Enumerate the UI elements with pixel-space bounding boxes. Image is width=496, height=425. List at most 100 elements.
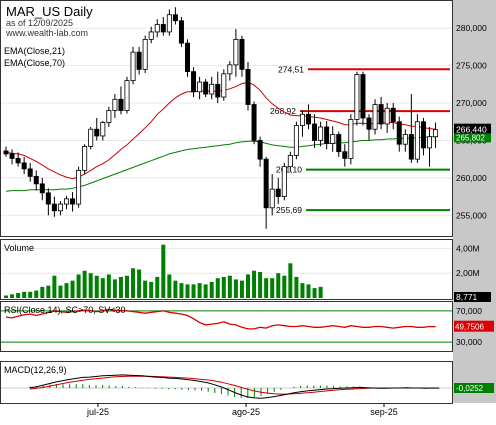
candle-body [360,74,366,119]
date-tick-label: jul-25 [86,407,109,417]
volume-bar [58,285,63,298]
candle-body [414,121,420,160]
macd-panel: -0,0252 [1,374,494,399]
candle-body [396,121,402,145]
rsi-last-badge [454,320,494,332]
volume-bar [118,276,123,298]
volume-bar [106,274,111,298]
ema-price-label: 265,802 [456,133,485,142]
volume-bar [4,295,8,298]
volume-bar [16,293,21,298]
rsi-tick-label: 30,000 [456,337,482,347]
candle-body [82,146,88,171]
candle-body [148,31,154,40]
volume-bar [318,286,323,298]
candle-body [64,198,70,205]
volume-bar [191,284,196,298]
candle-body [9,153,15,159]
volume-bar [100,278,105,298]
candle-body [94,128,100,137]
candle-body [33,175,39,185]
resistance-level-label: 274,51 [278,64,304,74]
volume-bar [312,288,317,298]
candle-body [245,68,251,105]
volume-bar [215,278,220,298]
candle-body [281,166,287,197]
candle-body [118,98,124,111]
rsi-panel: 70,000 30,000 49,7506 [1,306,494,347]
volume-bar [155,276,160,298]
volume-bar [28,291,33,298]
candle-body [178,20,184,44]
candle-body [372,104,378,130]
candle-body [184,42,190,72]
volume-bar [203,284,208,298]
candle-body [3,150,9,155]
volume-bar [125,275,129,298]
rsi-panel-frame [0,301,453,352]
volume-bar [294,276,299,298]
candle-body [209,83,215,95]
price-tick-label: 270,000 [456,98,487,108]
volume-bar [209,281,214,298]
volume-tick-label: 4,00M [456,243,480,253]
volume-bar [149,281,154,298]
volume-bar [40,286,45,298]
volume-bar [76,274,81,298]
volume-bar [221,276,226,298]
candle-body [348,119,354,159]
macd-line [29,374,440,399]
candle-body [318,126,324,141]
support-level-label: 261,10 [276,165,302,175]
candle-body [312,123,318,141]
volume-bar [197,283,202,298]
candle-body [390,107,396,123]
candle-body [215,83,221,98]
candle-body [130,51,136,81]
volume-bar [246,274,250,298]
volume-bar [239,280,244,298]
rsi-panel-label: RSI(Close,14), SC>70, SV<30 [4,305,126,315]
candle-body [233,39,239,66]
macd-last-label: -0,0252 [456,384,484,393]
price-tick-label: 255,000 [456,210,487,220]
volume-bar [46,285,51,298]
candle-body [51,203,57,212]
volume-bar [161,244,166,298]
volume-bar [179,283,184,298]
volume-bar [227,275,232,298]
macd-last-badge [454,383,494,393]
price-panel-frame [0,0,453,237]
candle-body [191,71,197,93]
candle-body [88,128,94,147]
candle-body [166,14,172,33]
candle-body [378,104,384,125]
candle-body [172,14,178,22]
volume-bar [137,269,142,298]
volume-bar [173,280,178,298]
candle-body [57,203,63,212]
candle-body [112,98,118,111]
candle-body [287,155,293,168]
volume-bar [306,284,311,298]
volume-bar [70,280,75,298]
candle-body [251,104,257,141]
volume-bar [288,263,293,298]
candle-body [221,73,227,98]
volume-bar [167,274,172,298]
last-price-label: 266,440 [456,125,487,135]
candle-body [263,158,269,209]
volume-panel: 4,00M 2,00M 8,771 [1,243,491,302]
volume-bar [264,278,269,298]
date-axis: jul-25 ago-25 sep-25 [86,403,398,417]
candle-body [257,140,263,160]
legend-ema70: EMA(Close,70) [4,58,65,68]
price-tick-label: 280,000 [456,23,487,33]
volume-bar [300,283,305,298]
volume-bar [22,291,27,298]
candle-body [39,183,45,194]
candle-body [227,64,233,75]
volume-bar [131,268,136,298]
rsi-last-label: 49,7506 [455,323,484,332]
